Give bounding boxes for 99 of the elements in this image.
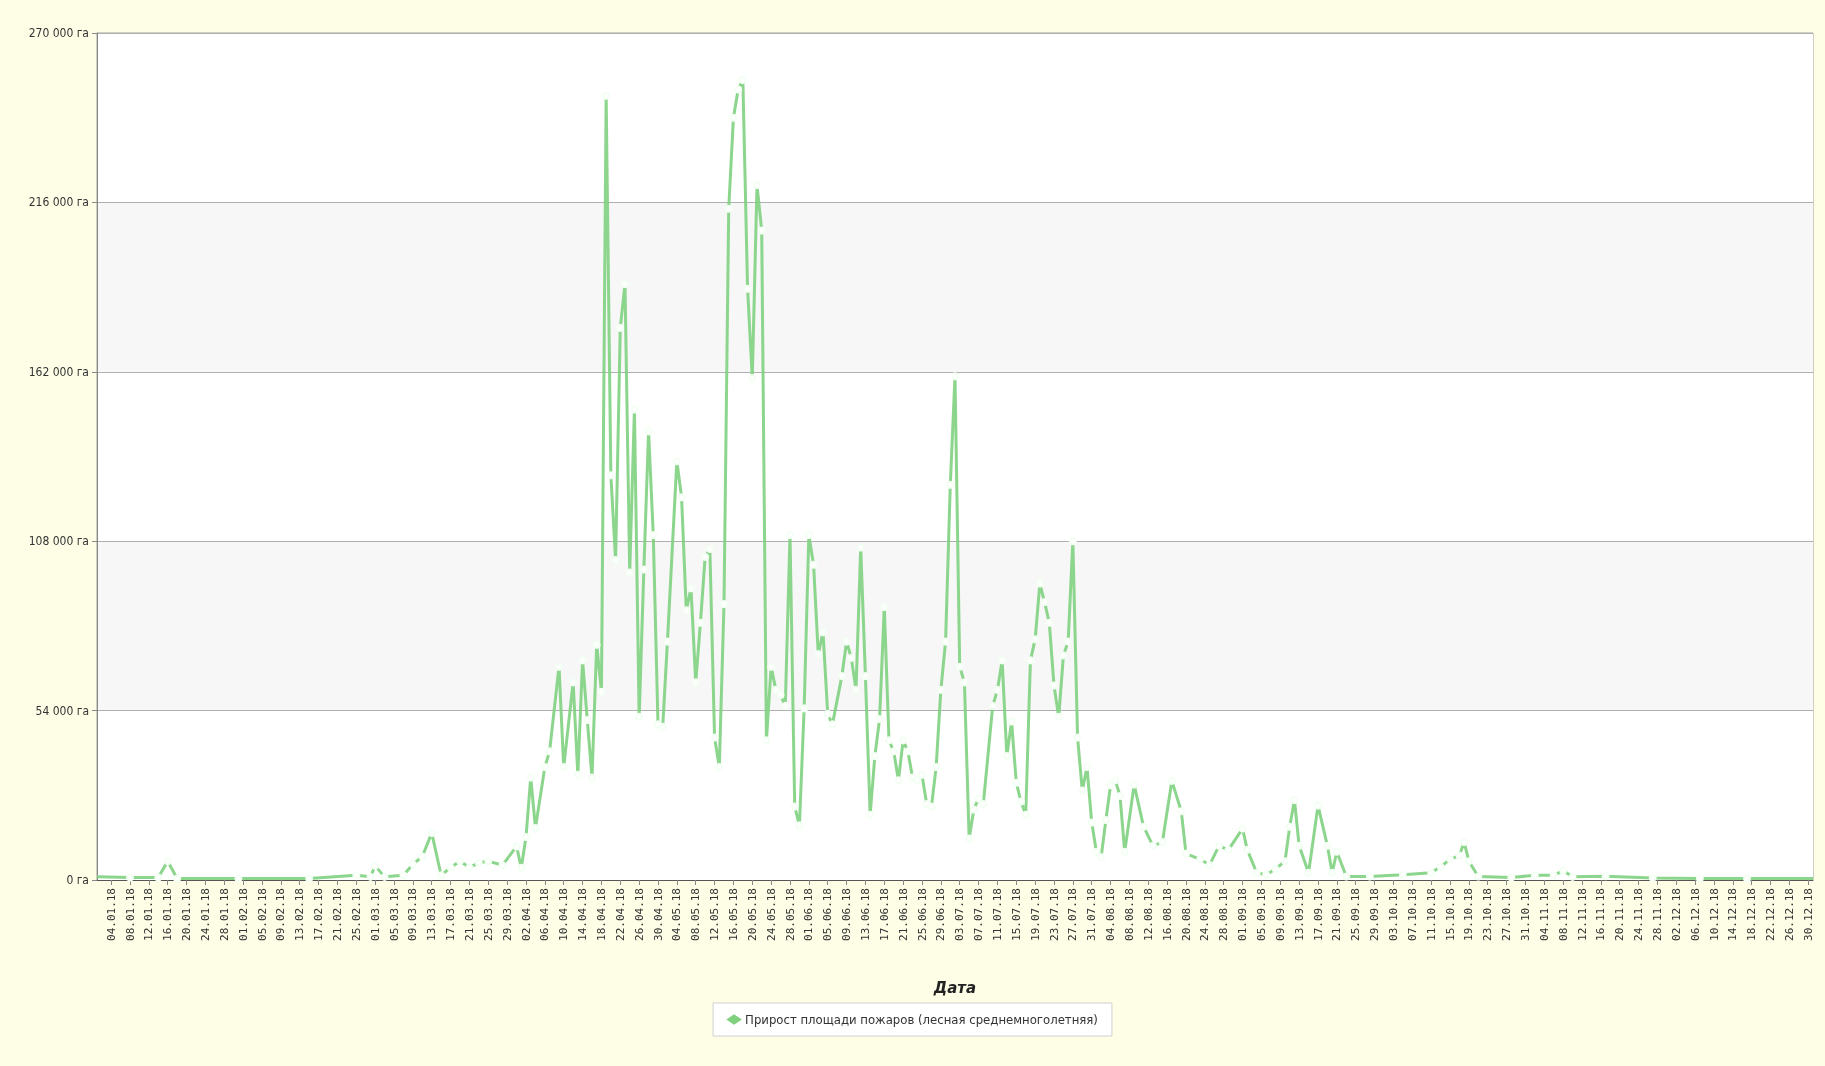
y-tick-label: 216 000 га [28, 195, 89, 210]
x-tick-label: 20.11.18 [1613, 888, 1627, 941]
x-tick-label: 13.06.18 [858, 888, 872, 941]
x-tick-label: 08.01.18 [123, 888, 137, 941]
x-tick-label: 08.08.18 [1122, 888, 1136, 941]
x-tick-label: 24.08.18 [1198, 888, 1212, 941]
x-tick-label: 11.10.18 [1424, 888, 1438, 941]
x-tick-label: 22.12.18 [1764, 888, 1778, 941]
x-tick-label: 23.10.18 [1481, 888, 1495, 941]
x-tick-label: 17.09.18 [1311, 888, 1325, 941]
x-tick-label: 07.10.18 [1405, 888, 1419, 941]
x-tick-label: 20.01.18 [180, 888, 194, 941]
x-tick-label: 25.09.18 [1349, 888, 1363, 941]
x-tick-label: 06.12.18 [1688, 888, 1702, 941]
x-tick-label: 25.06.18 [915, 888, 929, 941]
x-tick-label: 25.03.18 [481, 888, 495, 941]
x-tick-label: 28.01.18 [217, 888, 231, 941]
x-tick-label: 01.02.18 [236, 888, 250, 941]
x-tick-label: 15.07.18 [1009, 888, 1023, 941]
x-tick-label: 15.10.18 [1443, 888, 1457, 941]
x-tick-label: 19.10.18 [1462, 888, 1476, 941]
x-tick-label: 24.01.18 [198, 888, 212, 941]
x-tick-label: 01.03.18 [368, 888, 382, 941]
y-tick-label: 270 000 га [28, 26, 89, 40]
x-tick-label: 24.11.18 [1632, 888, 1646, 941]
x-tick-label: 09.06.18 [840, 888, 854, 941]
x-tick-label: 04.08.18 [1104, 888, 1118, 941]
x-tick-label: 05.06.18 [821, 888, 835, 941]
x-tick-label: 29.03.18 [500, 888, 514, 941]
x-tick-label: 01.09.18 [1236, 888, 1250, 941]
x-tick-label: 04.11.18 [1537, 888, 1551, 941]
x-tick-label: 17.06.18 [877, 888, 891, 941]
x-tick-label: 06.04.18 [538, 888, 552, 941]
x-tick-label: 18.12.18 [1745, 888, 1759, 941]
y-tick-label: 162 000 га [28, 364, 89, 379]
x-tick-label: 01.06.18 [802, 888, 816, 941]
x-axis-title: Дата [932, 978, 977, 997]
x-tick-label: 27.10.18 [1500, 888, 1514, 941]
x-tick-label: 26.12.18 [1782, 888, 1796, 941]
x-tick-label: 05.03.18 [387, 888, 401, 941]
x-tick-label: 20.08.18 [1179, 888, 1193, 941]
x-tick-label: 26.04.18 [632, 888, 646, 941]
x-tick-label: 21.06.18 [896, 888, 910, 941]
x-tick-label: 09.03.18 [406, 888, 420, 941]
x-tick-label: 12.05.18 [708, 888, 722, 941]
x-tick-label: 31.07.18 [1085, 888, 1099, 941]
legend-label: Прирост площади пожаров (лесная среднемноголетняя) [745, 1012, 1098, 1027]
x-tick-label: 27.07.18 [1066, 888, 1080, 941]
x-tick-label: 02.12.18 [1669, 888, 1683, 941]
x-tick-label: 16.08.18 [1160, 888, 1174, 941]
x-tick-label: 28.11.18 [1650, 888, 1664, 941]
x-tick-label: 23.07.18 [1047, 888, 1061, 941]
x-tick-label: 03.07.18 [953, 888, 967, 941]
x-tick-label: 09.09.18 [1273, 888, 1287, 941]
x-tick-label: 10.04.18 [557, 888, 571, 941]
x-tick-label: 03.10.18 [1386, 888, 1400, 941]
x-tick-label: 13.09.18 [1292, 888, 1306, 941]
x-tick-label: 09.02.18 [274, 888, 288, 941]
x-tick-label: 20.05.18 [745, 888, 759, 941]
x-tick-label: 21.02.18 [330, 888, 344, 941]
x-tick-label: 21.03.18 [462, 888, 476, 941]
x-tick-label: 30.12.18 [1801, 888, 1815, 941]
x-tick-label: 16.01.18 [161, 888, 175, 941]
x-tick-label: 18.04.18 [594, 888, 608, 941]
x-tick-label: 05.02.18 [255, 888, 269, 941]
x-tick-label: 16.05.18 [726, 888, 740, 941]
x-tick-label: 24.05.18 [764, 888, 778, 941]
x-tick-label: 08.11.18 [1556, 888, 1570, 941]
x-tick-label: 12.11.18 [1575, 888, 1589, 941]
x-tick-label: 25.02.18 [349, 888, 363, 941]
y-tick-label: 0 га [66, 873, 89, 887]
x-tick-label: 13.03.18 [425, 888, 439, 941]
x-tick-label: 13.02.18 [293, 888, 307, 941]
x-tick-label: 08.05.18 [689, 888, 703, 941]
x-tick-label: 22.04.18 [613, 888, 627, 941]
x-tick-label: 17.02.18 [312, 888, 326, 941]
y-tick-label: 108 000 га [28, 534, 89, 549]
x-tick-label: 14.12.18 [1726, 888, 1740, 941]
x-tick-label: 28.05.18 [783, 888, 797, 941]
x-tick-label: 12.01.18 [142, 888, 156, 941]
y-tick-label: 54 000 га [35, 703, 89, 718]
x-tick-label: 17.03.18 [444, 888, 458, 941]
x-tick-label: 29.06.18 [934, 888, 948, 941]
x-tick-label: 19.07.18 [1028, 888, 1042, 941]
x-tick-label: 31.10.18 [1518, 888, 1532, 941]
x-tick-label: 21.09.18 [1330, 888, 1344, 941]
x-tick-label: 30.04.18 [651, 888, 665, 941]
x-tick-label: 04.01.18 [104, 888, 118, 941]
x-tick-label: 11.07.18 [990, 888, 1004, 941]
x-tick-label: 29.09.18 [1368, 888, 1382, 941]
x-tick-label: 02.04.18 [519, 888, 533, 941]
x-tick-label: 16.11.18 [1594, 888, 1608, 941]
x-tick-label: 07.07.18 [972, 888, 986, 941]
x-tick-label: 05.09.18 [1254, 888, 1268, 941]
x-tick-label: 12.08.18 [1141, 888, 1155, 941]
x-tick-label: 28.08.18 [1217, 888, 1231, 941]
x-tick-label: 14.04.18 [576, 888, 590, 941]
x-tick-label: 10.12.18 [1707, 888, 1721, 941]
x-tick-label: 04.05.18 [670, 888, 684, 941]
